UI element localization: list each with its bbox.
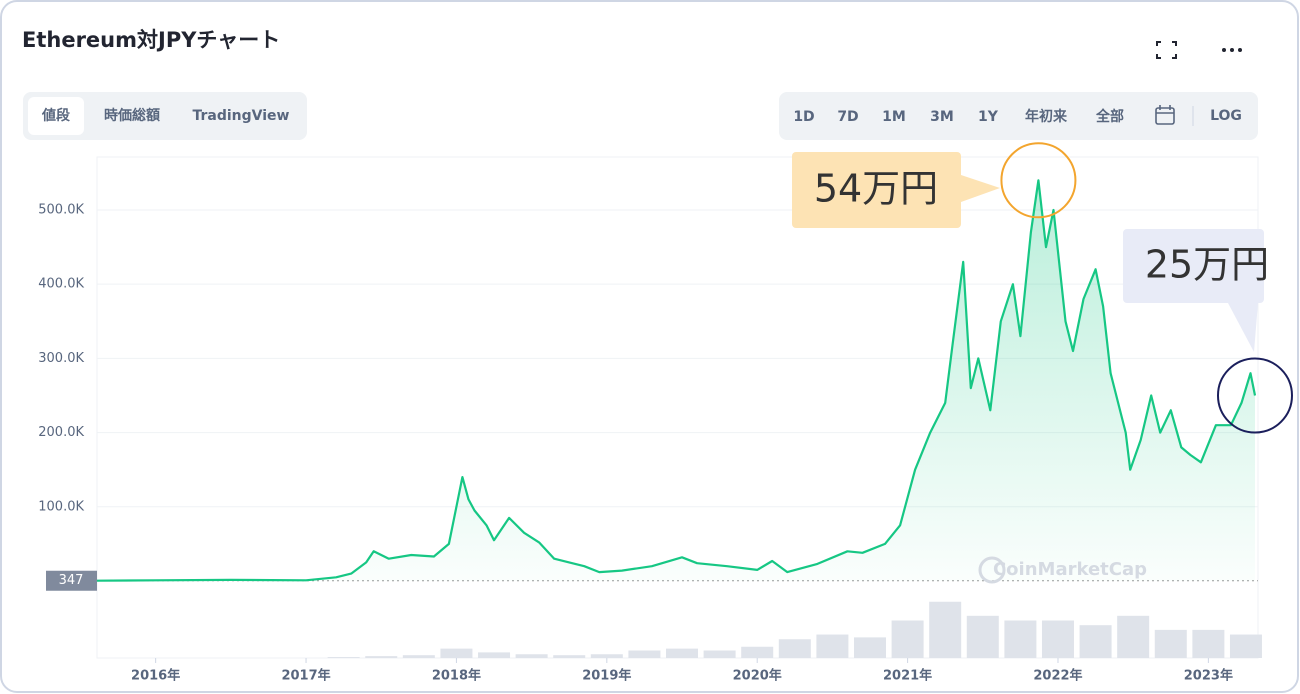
- volume-bar: [1117, 615, 1150, 658]
- volume-bar: [1154, 629, 1187, 658]
- volume-bar: [1004, 620, 1037, 658]
- callout-text: 54万円: [814, 167, 938, 211]
- highlight-ring: [1000, 142, 1077, 219]
- highlight-ring: [1216, 357, 1293, 434]
- baseline-tag: [46, 570, 97, 591]
- volume-bar: [703, 650, 736, 658]
- x-tick-label: 2018年: [432, 668, 481, 684]
- y-tick-label: 300.0K: [38, 351, 84, 366]
- callout-text: 25万円: [1145, 243, 1269, 287]
- baseline-label: 347: [59, 573, 84, 588]
- volume-bar: [1041, 620, 1074, 658]
- callout-tip: [1228, 303, 1258, 352]
- price-line: [96, 179, 1257, 582]
- callout-tip: [961, 175, 1000, 202]
- volume-bar: [1229, 634, 1262, 658]
- y-tick-label: 100.0K: [38, 499, 84, 514]
- volume-bar: [816, 634, 849, 658]
- fullscreen-icon[interactable]: [1156, 41, 1177, 59]
- volume-bar: [515, 654, 548, 658]
- x-tick-label: 2020年: [733, 668, 782, 684]
- tab-selected: [28, 97, 84, 135]
- more-icon[interactable]: [1222, 48, 1242, 52]
- volume-bar: [365, 656, 398, 658]
- title: Ethereum対JPYチャート: [22, 28, 280, 52]
- calendar-icon[interactable]: [1155, 105, 1175, 125]
- x-tick-label: 2023年: [1184, 668, 1233, 684]
- range-button[interactable]: 1M: [882, 109, 906, 125]
- y-tick-label: 400.0K: [38, 277, 84, 292]
- log-button[interactable]: LOG: [1210, 108, 1242, 124]
- range-button[interactable]: 全部: [1095, 108, 1124, 125]
- volume-bar: [590, 654, 623, 658]
- range-button[interactable]: 1D: [793, 109, 814, 125]
- tab-group: [23, 92, 307, 140]
- volume-bar: [327, 657, 360, 658]
- callout-box: [792, 152, 961, 228]
- volume-bar: [891, 620, 924, 658]
- volume-bar: [853, 637, 886, 658]
- x-tick-label: 2019年: [582, 668, 631, 684]
- area-fill: [97, 180, 1255, 582]
- callout-box: [1123, 229, 1264, 303]
- volume-bar: [1192, 629, 1225, 658]
- range-group: [779, 92, 1258, 140]
- volume-bar: [628, 650, 661, 658]
- volume-bar: [478, 652, 511, 658]
- range-button[interactable]: 1Y: [978, 109, 999, 125]
- range-button[interactable]: 3M: [930, 109, 954, 125]
- x-tick-label: 2021年: [883, 668, 932, 684]
- x-tick-label: 2022年: [1033, 668, 1082, 684]
- watermark: CoinMarketCap: [993, 559, 1147, 580]
- volume-bar: [666, 648, 699, 658]
- volume-bar: [1079, 625, 1112, 658]
- x-tick-label: 2016年: [131, 668, 180, 684]
- volume-bar: [402, 655, 435, 658]
- range-button[interactable]: 7D: [837, 109, 858, 125]
- volume-bar: [741, 646, 774, 658]
- y-tick-label: 500.0K: [38, 202, 84, 217]
- x-tick-label: 2017年: [281, 668, 330, 684]
- volume-bar: [929, 601, 962, 658]
- volume-bar: [440, 648, 473, 658]
- volume-bar: [553, 655, 586, 658]
- watermark-logo: [978, 556, 1006, 584]
- tab[interactable]: TradingView: [193, 108, 290, 124]
- tab[interactable]: 値段: [41, 107, 70, 124]
- y-tick-label: 200.0K: [38, 425, 84, 440]
- range-button[interactable]: 年初来: [1025, 108, 1068, 125]
- volume-bar: [778, 639, 811, 658]
- volume-bar: [966, 615, 999, 658]
- tab[interactable]: 時価総額: [104, 107, 160, 124]
